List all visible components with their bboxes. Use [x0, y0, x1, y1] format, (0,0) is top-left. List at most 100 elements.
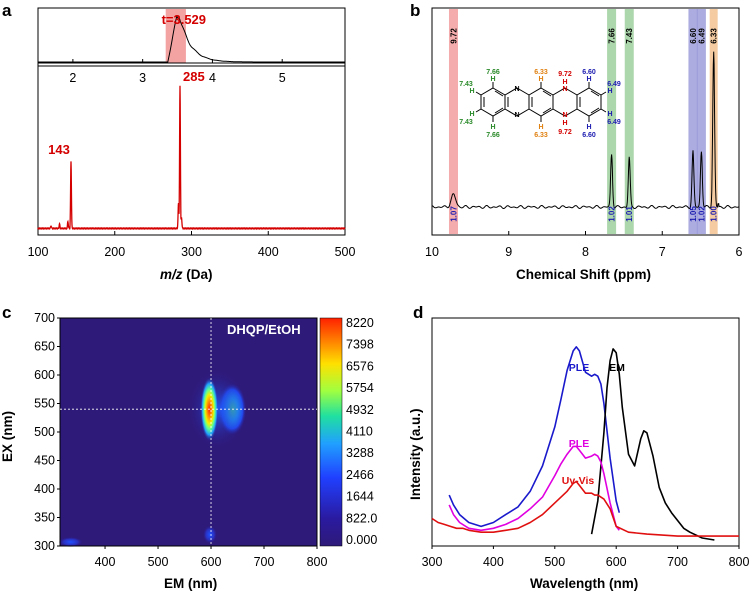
atom-h-633-bottom: H — [538, 124, 543, 131]
nmr-highlight-band — [448, 9, 458, 234]
dhqp-structure-icon — [475, 82, 607, 122]
em-axis-title: EM (nm) — [164, 576, 217, 591]
nmr-peak-label: 9.72 — [449, 28, 458, 44]
colorbar — [319, 317, 343, 547]
nmr-highlight-band — [688, 9, 698, 234]
mz-tick-label: 300 — [181, 245, 202, 259]
mz-tick-label: 200 — [104, 245, 125, 259]
nmr-peak-label: 7.66 — [608, 28, 617, 44]
series-label: EM — [609, 362, 625, 374]
panel-b-nmr-spectrum: 9.72 7.66 7.43 6.60 6.49 6.33 1.07 1.02 1.01 1.0… — [425, 7, 743, 282]
nmr-highlight-bands — [448, 9, 718, 234]
shift-743-bottom: 7.43 — [459, 119, 473, 126]
ex-tick-label: 550 — [34, 397, 55, 411]
shift-649-bottom: 6.49 — [607, 119, 621, 126]
em-tick-label: 600 — [201, 555, 222, 569]
atom-nh-top: N — [562, 86, 567, 93]
shift-743-top: 7.43 — [459, 81, 473, 88]
ex-tick-label: 600 — [34, 368, 55, 382]
heatmap-title: DHQP/EtOH — [227, 322, 301, 337]
nmr-integral-value: 1.05 — [689, 206, 698, 222]
atom-n-top: N — [514, 86, 519, 93]
colorbar-tick-label: 5754 — [346, 381, 374, 395]
nmr-peak-labels: 9.72 7.66 7.43 6.60 6.49 6.33 — [449, 28, 718, 44]
shift-633-bottom: 6.33 — [534, 132, 548, 139]
shift-633-top: 6.33 — [534, 69, 548, 76]
spectra-series — [431, 346, 739, 541]
colorbar-tick-label: 4932 — [346, 403, 374, 417]
series-label: PLE — [569, 362, 589, 374]
atom-h-nh-bottom: H — [562, 120, 567, 127]
ppm-tick-label: 8 — [582, 245, 589, 259]
shift-766-bottom: 7.66 — [486, 132, 500, 139]
colorbar-tick-label: 6576 — [346, 359, 374, 373]
ex-tick-label: 650 — [34, 340, 55, 354]
wavelength-axis-title: Wavelength (nm) — [530, 576, 638, 591]
mz-tick-label: 500 — [335, 245, 356, 259]
nmr-peak-label: 6.33 — [710, 28, 719, 44]
nmr-highlight-band — [696, 9, 706, 234]
mz-axis-unit: (Da) — [183, 267, 213, 282]
nmr-trace — [431, 51, 740, 210]
series-label: PLE — [569, 438, 589, 450]
colorbar-tick-label: 0.000 — [346, 533, 377, 547]
atom-h-nh-top: H — [562, 79, 567, 86]
ppm-tick-label: 9 — [505, 245, 512, 259]
wavelength-tick-label: 400 — [483, 555, 504, 569]
ppm-tick-label: 7 — [659, 245, 666, 259]
nmr-highlight-band — [709, 9, 718, 234]
mz-tick-label: 400 — [258, 245, 279, 259]
panel-d-optical-spectra: PLE EM PLE Uv-Vis 300 400 500 600 700 800 Wavele… — [408, 317, 750, 591]
wavelength-tick-label: 800 — [729, 555, 750, 569]
retention-time-label: t=3.529 — [162, 12, 206, 27]
ex-tick-label: 400 — [34, 482, 55, 496]
colorbar-tick-label: 3288 — [346, 446, 374, 460]
heatmap-background — [60, 318, 317, 546]
atom-h-743-bottom: H — [469, 111, 474, 118]
mz-axis-ticks: 100 200 300 400 500 — [28, 231, 356, 259]
nmr-integral-value: 1.00 — [710, 206, 719, 222]
wavelength-axis-ticks: 300 400 500 600 700 800 — [422, 546, 750, 569]
mass-peak-labels: 143 285 — [48, 69, 205, 157]
structure-labels: N N N H 9.72 N H 9.72 H 7.66 H 7.66 H 7.… — [459, 69, 621, 139]
shift-649-top: 6.49 — [607, 81, 621, 88]
atom-h-766-top: H — [490, 76, 495, 83]
atom-n-bottom: N — [514, 112, 519, 119]
spectrum-line-em — [590, 348, 715, 541]
ppm-tick-label: 10 — [425, 245, 439, 259]
colorbar-tick-label: 2466 — [346, 468, 374, 482]
ex-tick-label: 450 — [34, 454, 55, 468]
heatmap-minor-hotspot — [202, 525, 217, 544]
ppm-axis-title: Chemical Shift (ppm) — [516, 267, 651, 282]
em-tick-label: 700 — [254, 555, 275, 569]
em-tick-label: 800 — [307, 555, 328, 569]
panel-letter-b: b — [410, 1, 420, 20]
panel-letter-a: a — [2, 1, 12, 20]
colorbar-tick-label: 7398 — [346, 338, 374, 352]
mass-peak-label: 143 — [48, 142, 70, 157]
nmr-integral-value: 1.01 — [625, 206, 634, 222]
inset-x-ticks: 2 3 4 5 — [69, 59, 286, 85]
panel-d-frame — [431, 317, 740, 547]
mz-axis-italic: m/z — [160, 267, 183, 282]
atom-h-660-top: H — [586, 76, 591, 83]
ex-tick-label: 300 — [34, 539, 55, 553]
atom-h-766-bottom: H — [490, 124, 495, 131]
intensity-axis-title: Intensity (a.u.) — [408, 408, 423, 500]
nmr-highlight-band — [624, 9, 634, 234]
shift-972-top: 9.72 — [558, 71, 572, 78]
ex-tick-label: 500 — [34, 425, 55, 439]
mz-axis-title: m/z (Da) — [160, 267, 213, 282]
nmr-integral-value: 1.02 — [697, 206, 706, 222]
chromatogram-trace — [38, 15, 345, 63]
mass-peak-label: 285 — [183, 69, 205, 84]
ex-tick-label: 350 — [34, 511, 55, 525]
inset-tick-label: 2 — [69, 71, 76, 85]
colorbar-tick-label: 822.0 — [346, 511, 377, 525]
shift-660-bottom: 6.60 — [582, 132, 596, 139]
spectrum-line-ple — [448, 445, 620, 532]
spectrum-line-uv-vis — [431, 480, 739, 537]
nmr-integral-value: 1.02 — [608, 206, 617, 222]
em-tick-label: 500 — [148, 555, 169, 569]
atom-h-633-top: H — [538, 76, 543, 83]
